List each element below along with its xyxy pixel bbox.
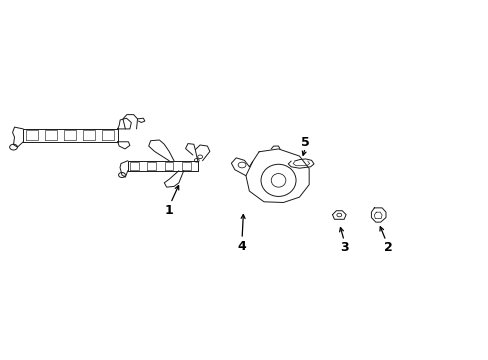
Text: 5: 5 <box>300 136 309 149</box>
Text: 2: 2 <box>383 241 391 255</box>
Text: 3: 3 <box>339 241 348 255</box>
Text: 4: 4 <box>237 240 246 253</box>
Text: 1: 1 <box>164 204 173 217</box>
